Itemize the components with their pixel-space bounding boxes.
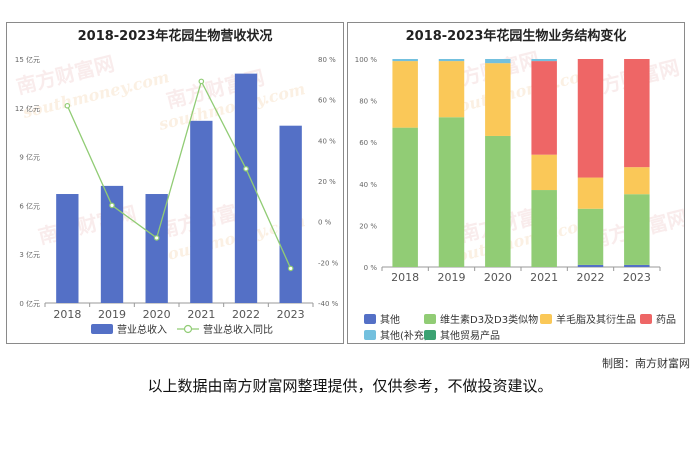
y-tick-label: 40 % — [359, 181, 377, 189]
chart-credit: 制图：南方财富网 — [602, 357, 690, 370]
y-tick-label: 20 % — [359, 222, 377, 230]
legend-label: 药品 — [656, 314, 676, 326]
stacked-segment — [531, 61, 557, 155]
revenue-chart-panel: 南方财富网 southmoney.com 南方财富网 southmoney.co… — [6, 22, 344, 344]
legend-label: 维生素D3及D3类似物 — [440, 313, 538, 326]
stacked-segment — [577, 264, 604, 267]
legend-label: 其他(补充) — [380, 329, 428, 342]
stacked-segment — [624, 59, 650, 168]
y-left-tick-label: 6 亿元 — [19, 201, 40, 210]
stacked-segment — [577, 59, 604, 178]
legend-label: 营业总收入 — [117, 323, 167, 336]
stacked-segment — [624, 167, 650, 195]
y-tick-label: 0 % — [364, 264, 378, 272]
y-right-tick-label: 40 % — [318, 137, 336, 145]
stacked-segment — [624, 264, 650, 267]
stacked-segment — [577, 177, 604, 209]
y-right-tick-label: -40 % — [318, 300, 339, 308]
point-yoy — [198, 78, 205, 85]
stacked-segment — [485, 135, 511, 267]
legend-label: 其他贸易产品 — [440, 329, 500, 342]
point-yoy — [109, 202, 115, 209]
legend-label: 营业总收入同比 — [203, 323, 273, 336]
point-yoy — [287, 265, 294, 272]
legend-swatch — [91, 324, 113, 334]
bar-revenue — [279, 125, 302, 304]
legend-swatch — [640, 314, 652, 324]
stacked-segment — [485, 59, 511, 64]
stacked-segment — [485, 63, 511, 136]
y-right-tick-label: 80 % — [318, 56, 336, 64]
bar-revenue — [56, 194, 79, 303]
stacked-segment — [438, 117, 465, 268]
point-yoy — [153, 235, 160, 241]
business-structure-chart-panel: 南方财富网 southmoney.com 南方财富网 南方财富网 southmo… — [347, 22, 685, 344]
stacked-segment — [392, 61, 418, 128]
bar-revenue — [190, 120, 213, 304]
stacked-segment — [392, 127, 418, 267]
x-tick-label: 2023 — [623, 271, 651, 284]
stacked-segment — [531, 154, 557, 191]
line-yoy — [66, 79, 292, 269]
stacked-segment — [438, 59, 465, 62]
legend-swatch — [540, 314, 552, 324]
x-tick-label: 2023 — [277, 308, 305, 321]
y-tick-label: 60 % — [359, 139, 377, 147]
point-yoy — [64, 102, 71, 109]
legend-label: 其他 — [380, 313, 400, 326]
bar-revenue — [145, 194, 168, 303]
y-left-tick-label: 9 亿元 — [19, 153, 40, 162]
y-left-tick-label: 0 亿元 — [19, 299, 40, 308]
stacked-segment — [577, 208, 604, 265]
disclaimer: 以上数据由南方财富网整理提供，仅供参考，不做投资建议。 — [147, 377, 553, 395]
x-tick-label: 2021 — [187, 308, 215, 321]
stacked-segment — [438, 61, 465, 118]
revenue-chart: 0 亿元 3 亿元 6 亿元 9 亿元 12 亿元 15 亿元 -40 % -20 % 0 % 2… — [15, 55, 339, 336]
point-yoy — [243, 166, 249, 172]
legend-marker — [183, 324, 193, 334]
x-tick-label: 2020 — [484, 271, 512, 284]
x-tick-label: 2018 — [391, 271, 419, 284]
x-tick-label: 2019 — [98, 308, 126, 321]
y-left-tick-label: 3 亿元 — [19, 250, 40, 259]
chart-title: 2018-2023年花园生物业务结构变化 — [405, 29, 627, 44]
y-tick-label: 80 % — [359, 98, 377, 106]
y-right-tick-label: 0 % — [318, 219, 332, 227]
y-left-tick-label: 12 亿元 — [15, 104, 40, 113]
bar-revenue — [100, 185, 124, 303]
x-tick-label: 2022 — [577, 271, 605, 284]
stacked-segment — [531, 59, 557, 62]
stacked-segment — [624, 194, 650, 265]
legend-swatch — [424, 314, 436, 324]
stacked-segment — [392, 59, 418, 62]
x-tick-label: 2022 — [232, 308, 260, 321]
x-tick-label: 2018 — [53, 308, 81, 321]
business-structure-chart: 0 % 20 % 40 % 60 % 80 % 100 % 2018 2019 2020 2021… — [355, 56, 676, 342]
bar-revenue — [234, 73, 258, 303]
x-tick-label: 2019 — [438, 271, 466, 284]
legend-swatch — [364, 330, 376, 340]
y-tick-label: 100 % — [355, 56, 378, 64]
x-tick-label: 2021 — [530, 271, 558, 284]
x-tick-label: 2020 — [143, 308, 171, 321]
legend-swatch — [364, 314, 376, 324]
y-right-tick-label: 20 % — [318, 178, 336, 186]
y-left-tick-label: 15 亿元 — [15, 55, 40, 64]
legend-swatch — [424, 330, 436, 340]
stacked-segment — [531, 190, 557, 267]
legend-label: 羊毛脂及其衍生品 — [556, 313, 636, 326]
chart-title: 2018-2023年花园生物营收状况 — [77, 29, 273, 44]
y-right-tick-label: 60 % — [318, 97, 336, 105]
y-right-tick-label: -20 % — [318, 259, 339, 267]
